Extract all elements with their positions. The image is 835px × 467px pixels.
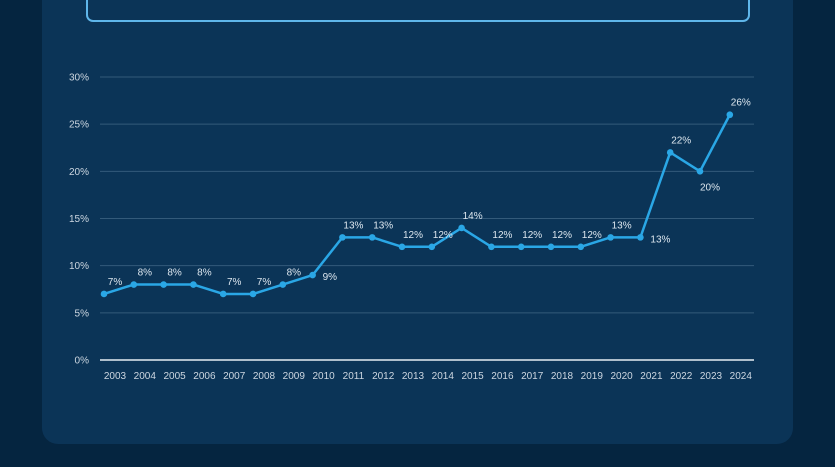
data-point xyxy=(547,243,555,251)
chart-card xyxy=(42,0,793,444)
data-point xyxy=(100,290,108,298)
x-tick-label: 2008 xyxy=(253,371,276,382)
data-point xyxy=(726,111,734,119)
x-tick-label: 2010 xyxy=(312,371,335,382)
x-tick-label: 2011 xyxy=(343,371,365,382)
x-tick-label: 2004 xyxy=(134,371,157,382)
text-box[interactable] xyxy=(86,0,750,22)
y-tick-label: 20% xyxy=(69,167,89,178)
data-label: 12% xyxy=(522,230,542,241)
data-label: 14% xyxy=(463,211,483,222)
x-tick-label: 2009 xyxy=(283,371,306,382)
y-axis-ticks: 0% 5% 10% 15% 20% 25% 30% xyxy=(69,73,89,367)
y-tick-label: 25% xyxy=(69,120,89,131)
data-label: 20% xyxy=(700,182,720,193)
y-tick-label: 15% xyxy=(69,214,89,225)
x-tick-label: 2017 xyxy=(521,371,544,382)
series-line xyxy=(103,114,731,296)
data-point xyxy=(637,234,644,241)
data-label: 12% xyxy=(582,230,602,241)
y-tick-label: 30% xyxy=(69,73,89,84)
data-label: 13% xyxy=(343,220,363,231)
data-point xyxy=(368,234,376,241)
data-label: 12% xyxy=(403,230,423,241)
data-point xyxy=(130,281,138,288)
data-label: 9% xyxy=(323,272,338,283)
x-tick-label: 2014 xyxy=(432,371,455,382)
data-point xyxy=(219,290,227,298)
data-label: 13% xyxy=(612,220,632,231)
data-label: 7% xyxy=(227,277,242,288)
x-tick-label: 2019 xyxy=(581,371,604,382)
data-label: 26% xyxy=(731,98,751,109)
x-tick-label: 2024 xyxy=(730,371,753,382)
data-point xyxy=(517,243,525,251)
data-point xyxy=(607,234,614,241)
data-label: 8% xyxy=(197,268,212,279)
data-point xyxy=(190,281,197,288)
x-tick-label: 2020 xyxy=(610,371,633,382)
data-point xyxy=(339,234,346,241)
data-points xyxy=(100,111,734,298)
data-label: 13% xyxy=(650,234,670,245)
x-tick-label: 2003 xyxy=(104,371,127,382)
x-axis-ticks: 2003 2004 2005 2006 2007 2008 2009 2010 2011 2012… xyxy=(104,371,752,382)
y-tick-label: 0% xyxy=(75,356,90,367)
grid-lines xyxy=(100,76,754,314)
x-tick-label: 2018 xyxy=(551,371,574,382)
x-tick-label: 2012 xyxy=(372,371,395,382)
data-point xyxy=(488,243,495,251)
data-point xyxy=(666,149,674,156)
data-point xyxy=(160,281,167,288)
data-label: 7% xyxy=(257,277,272,288)
x-tick-label: 2015 xyxy=(461,371,484,382)
y-tick-label: 10% xyxy=(69,261,89,272)
data-label: 8% xyxy=(287,268,302,279)
y-tick-label: 5% xyxy=(75,308,90,319)
data-point xyxy=(309,271,316,279)
data-label: 8% xyxy=(167,268,182,279)
x-tick-label: 2007 xyxy=(223,371,246,382)
data-point xyxy=(458,224,465,232)
x-tick-label: 2013 xyxy=(402,371,425,382)
x-tick-label: 2016 xyxy=(491,371,514,382)
data-point xyxy=(279,281,287,288)
x-tick-label: 2023 xyxy=(700,371,723,382)
data-point xyxy=(249,290,257,298)
x-tick-label: 2005 xyxy=(163,371,186,382)
data-point xyxy=(696,168,704,175)
x-tick-label: 2021 xyxy=(640,371,663,382)
data-labels: 7% 8% 8% 8% 7% 7% 8% 9% 13% 13% 12% 12% 14% 12% 12% 12%… xyxy=(108,98,751,288)
data-label: 12% xyxy=(492,230,512,241)
data-point xyxy=(398,243,406,251)
data-label: 13% xyxy=(373,220,393,231)
data-point xyxy=(577,243,585,251)
data-point xyxy=(428,243,436,251)
x-tick-label: 2022 xyxy=(670,371,693,382)
data-label: 12% xyxy=(552,230,572,241)
data-label: 22% xyxy=(671,135,691,146)
data-label: 7% xyxy=(108,277,123,288)
x-tick-label: 2006 xyxy=(193,371,216,382)
data-label: 8% xyxy=(138,268,153,279)
data-label: 12% xyxy=(433,230,453,241)
